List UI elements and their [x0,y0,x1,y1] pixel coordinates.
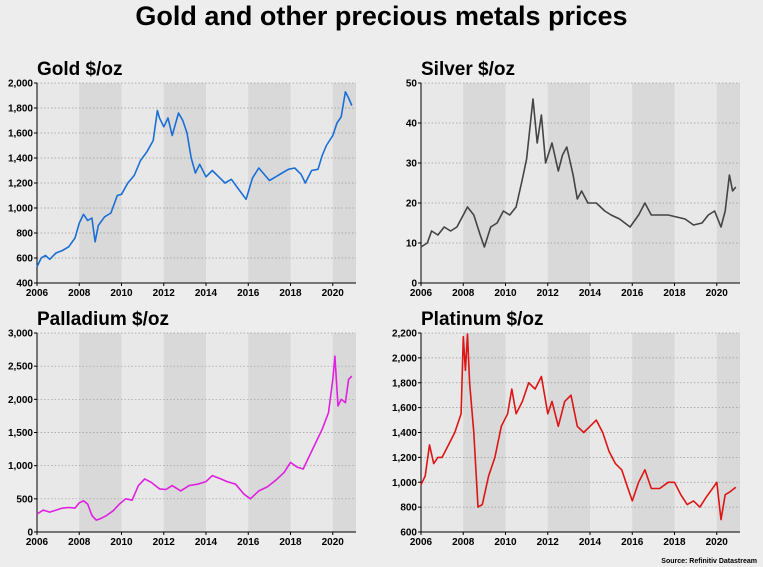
gold-price-line [36,91,353,268]
palladium-y-tick-label: 1,500 [8,428,33,439]
gold-x-tick-label: 2012 [153,288,176,299]
platinum-x-tick-label: 2006 [410,537,433,548]
palladium-x-tick-label: 2006 [26,537,49,548]
silver-shade-band [632,83,675,283]
platinum-x-tick-label: 2020 [706,537,729,548]
palladium-x-tick-label: 2018 [279,537,302,548]
silver-y-tick-label: 40 [406,119,418,130]
palladium-y-tick-label: 3,000 [8,329,33,340]
platinum-y-tick-label: 800 [400,503,417,514]
silver-shade-band [463,83,506,283]
palladium-y-tick-label: 500 [16,494,33,505]
silver-y-tick-label: 0 [411,279,417,290]
palladium-chart-title: Palladium $/oz [37,309,169,330]
gold-y-tick-label: 1,600 [8,129,33,140]
platinum-y-tick-label: 1,600 [392,403,417,414]
silver-x-tick-label: 2012 [537,288,560,299]
silver-x-tick-label: 2014 [579,288,602,299]
gold-x-tick-label: 2020 [322,288,345,299]
silver-shade-band [547,83,591,283]
gold-x-tick-label: 2016 [237,288,260,299]
platinum-y-tick-label: 1,400 [392,428,417,439]
source-note: Source: Refinitiv Datastream [661,558,757,565]
platinum-x-tick-label: 2018 [663,537,686,548]
silver-x-tick-label: 2018 [663,288,686,299]
silver-y-tick-label: 30 [406,159,418,170]
silver-x-tick-label: 2008 [452,288,475,299]
platinum-x-tick-label: 2012 [537,537,560,548]
palladium-y-tick-label: 1,000 [8,461,33,472]
gold-y-tick-label: 1,800 [8,104,33,115]
platinum-y-tick-label: 2,200 [392,329,417,340]
gold-y-tick-label: 2,000 [8,79,33,90]
gold-x-tick-label: 2008 [68,288,91,299]
platinum-x-tick-label: 2010 [494,537,517,548]
gold-x-tick-label: 2014 [195,288,218,299]
silver-y-tick-label: 50 [406,79,418,90]
palladium-x-tick-label: 2008 [68,537,91,548]
gold-x-tick-label: 2006 [26,288,49,299]
gold-y-tick-label: 1,000 [8,204,33,215]
palladium-x-tick-label: 2016 [237,537,260,548]
palladium-y-tick-label: 2,500 [8,362,33,373]
palladium-x-tick-label: 2012 [153,537,176,548]
platinum-price-line [420,333,737,521]
silver-x-tick-label: 2006 [410,288,433,299]
gold-x-tick-label: 2010 [110,288,133,299]
platinum-y-tick-label: 2,000 [392,353,417,364]
palladium-y-tick-label: 2,000 [8,395,33,406]
gold-y-tick-label: 600 [16,254,33,265]
platinum-x-tick-label: 2008 [452,537,475,548]
gold-y-tick-label: 800 [16,229,33,240]
palladium-price-line [36,355,353,521]
silver-chart-title: Silver $/oz [421,59,515,80]
silver-x-tick-label: 2020 [706,288,729,299]
platinum-y-tick-label: 1,200 [392,453,417,464]
silver-price-line [420,98,737,248]
silver-x-tick-label: 2016 [621,288,644,299]
platinum-y-tick-label: 600 [400,528,417,539]
silver-y-tick-label: 10 [406,239,418,250]
gold-x-tick-label: 2018 [279,288,302,299]
silver-y-tick-label: 20 [406,199,418,210]
platinum-chart-title: Platinum $/oz [421,309,544,330]
palladium-x-tick-label: 2014 [195,537,218,548]
main-title: Gold and other precious metals prices [135,1,628,31]
platinum-x-tick-label: 2014 [579,537,602,548]
platinum-x-tick-label: 2016 [621,537,644,548]
platinum-y-tick-label: 1,800 [392,378,417,389]
palladium-shade-band [332,333,356,532]
gold-y-tick-label: 1,400 [8,154,33,165]
palladium-y-tick-label: 0 [27,528,33,539]
gold-chart-title: Gold $/oz [37,59,123,80]
silver-x-tick-label: 2010 [494,288,517,299]
gold-y-tick-label: 1,200 [8,179,33,190]
palladium-x-tick-label: 2010 [110,537,133,548]
palladium-x-tick-label: 2020 [322,537,345,548]
gold-y-tick-label: 400 [16,279,33,290]
platinum-y-tick-label: 1,000 [392,478,417,489]
